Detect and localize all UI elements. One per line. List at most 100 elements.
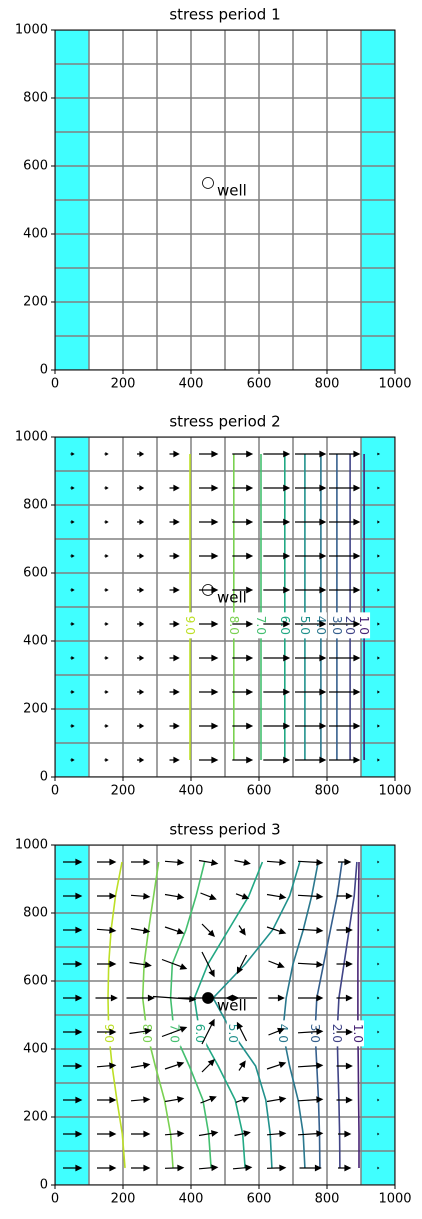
flow-arrow (295, 484, 327, 492)
flow-arrow (377, 690, 380, 694)
well-marker (202, 584, 214, 596)
y-tick-label: 800 (23, 906, 48, 921)
flow-arrow (295, 756, 327, 764)
flow-arrow (169, 756, 180, 764)
contour-label: 5.0 (298, 616, 312, 635)
flow-arrow (164, 1130, 185, 1138)
flow-arrow (199, 552, 219, 560)
flow-arrow (297, 1130, 324, 1137)
flow-arrow (377, 452, 381, 456)
flow-arrow (137, 689, 145, 695)
y-tick-label: 1000 (15, 838, 48, 853)
flow-arrow (70, 486, 75, 490)
flow-arrow (169, 450, 180, 458)
well-label: well (217, 182, 247, 200)
label-gap (168, 1020, 181, 1047)
flow-arrow (169, 688, 180, 696)
flow-arrow (336, 892, 353, 900)
flow-arrow (266, 926, 287, 935)
flow-arrow (199, 586, 219, 594)
y-tick-label: 400 (23, 1042, 48, 1057)
flow-arrow (263, 722, 291, 730)
contour-line (314, 861, 343, 1169)
y-tick-label: 0 (40, 770, 48, 785)
flow-arrow (137, 757, 145, 763)
flow-arrow (199, 688, 219, 696)
flow-arrow (298, 994, 324, 1002)
flow-arrow (232, 552, 254, 560)
flow-arrow (297, 1096, 324, 1103)
flow-arrow (104, 758, 109, 762)
flow-arrow (169, 722, 180, 730)
x-tick-label: 200 (111, 1192, 136, 1207)
flow-arrow (263, 688, 291, 696)
flow-arrow (137, 451, 145, 457)
flow-arrow (200, 892, 217, 901)
well-label: well (217, 997, 247, 1015)
axes-frame (54, 436, 396, 778)
flow-arrow (63, 858, 83, 866)
flow-arrow (164, 893, 185, 900)
panel-title: stress period 2 (169, 413, 280, 431)
flow-arrow (377, 622, 380, 626)
label-gap (277, 1020, 290, 1047)
x-tick-label: 1000 (378, 377, 411, 392)
flow-arrow (329, 518, 361, 526)
flow-arrow (137, 655, 145, 661)
flow-arrow (377, 656, 380, 660)
x-tick-label: 800 (315, 784, 340, 799)
contour-line (193, 861, 264, 1169)
flow-arrow (130, 892, 151, 900)
contour-label: 3.0 (308, 1024, 322, 1043)
contour-line (107, 861, 126, 1169)
flow-arrow (97, 858, 117, 866)
flow-arrow (104, 554, 109, 558)
flow-arrow (263, 552, 291, 560)
x-tick-label: 200 (111, 784, 136, 799)
x-tick-label: 600 (247, 1192, 272, 1207)
flow-arrow (131, 1130, 151, 1138)
contour-label: 8.0 (227, 616, 241, 635)
flow-arrow (329, 654, 361, 662)
flow-arrow (199, 654, 219, 662)
flow-arrow (200, 1095, 217, 1104)
flow-arrow (329, 756, 361, 764)
flow-arrow (169, 552, 180, 560)
flow-arrow (199, 756, 219, 764)
flow-arrow (130, 1096, 151, 1104)
label-gap (331, 1020, 344, 1047)
flow-arrow (266, 1130, 287, 1138)
flow-arrow (238, 1060, 246, 1071)
flow-arrow (263, 620, 291, 628)
panel: 9.08.07.06.05.04.03.02.01.0well020040060… (15, 413, 412, 799)
flow-arrow (198, 1130, 219, 1137)
flow-arrow (97, 1130, 117, 1138)
flow-arrow (263, 450, 291, 458)
panel: 9.08.07.06.05.04.03.02.01.0well020040060… (15, 821, 412, 1207)
flow-arrow (169, 586, 180, 594)
flow-arrow (137, 723, 145, 729)
flow-arrow (164, 926, 185, 935)
flow-arrow (97, 892, 117, 900)
flow-arrow (336, 994, 353, 1002)
flow-arrow (198, 1164, 219, 1172)
contour-label: 1.0 (357, 616, 371, 635)
label-gap (183, 612, 196, 639)
flow-arrow (95, 994, 118, 1002)
flow-arrow (295, 552, 327, 560)
flow-arrow (234, 859, 251, 866)
flow-arrow (70, 520, 75, 524)
flow-arrow (266, 858, 287, 866)
flow-arrow (295, 654, 327, 662)
contour-line (212, 861, 301, 1169)
contour-line (141, 861, 174, 1169)
x-tick-label: 800 (315, 377, 340, 392)
flow-arrow (63, 926, 83, 934)
y-tick-label: 800 (23, 91, 48, 106)
flow-arrow (236, 1021, 248, 1042)
flow-arrow (97, 1096, 117, 1104)
flow-arrow (263, 654, 291, 662)
